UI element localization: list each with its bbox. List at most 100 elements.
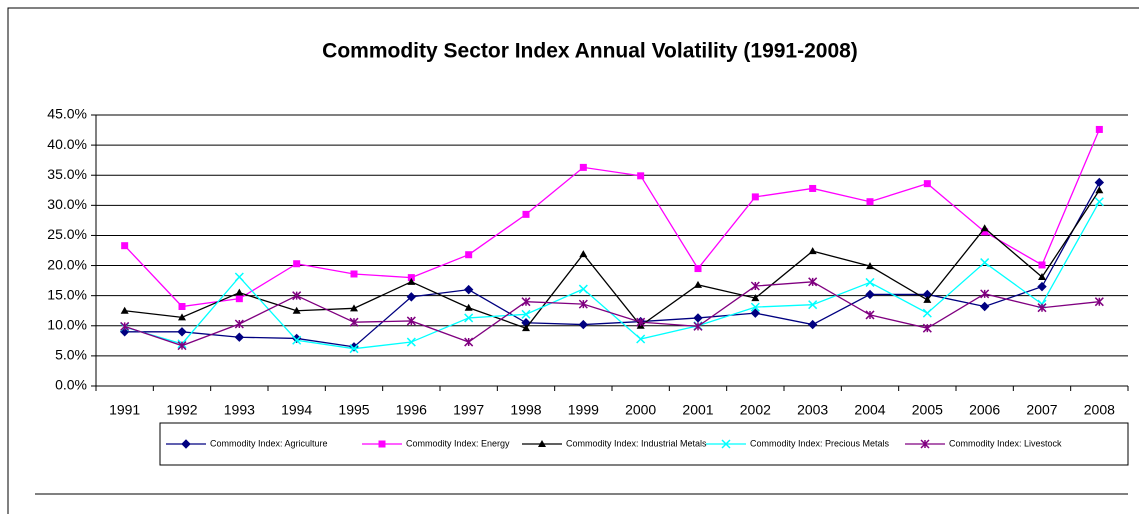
data-point bbox=[235, 295, 243, 303]
x-tick-label: 1992 bbox=[166, 402, 197, 418]
series-line bbox=[124, 201, 1100, 350]
x-tick-label: 1991 bbox=[109, 402, 140, 418]
data-point bbox=[750, 281, 760, 291]
data-point bbox=[693, 321, 703, 331]
y-tick-label: 0.0% bbox=[55, 377, 87, 393]
data-point bbox=[292, 335, 302, 345]
data-point bbox=[407, 274, 415, 282]
legend-label: Commodity Index: Energy bbox=[406, 438, 510, 448]
data-point bbox=[980, 224, 989, 232]
x-tick-label: 2008 bbox=[1084, 402, 1115, 418]
series-line bbox=[124, 189, 1100, 329]
data-point bbox=[1095, 125, 1103, 133]
x-tick-label: 1997 bbox=[453, 402, 484, 418]
data-point bbox=[349, 317, 359, 327]
data-point bbox=[808, 300, 818, 310]
data-point bbox=[121, 242, 129, 250]
data-point bbox=[120, 306, 129, 314]
data-point bbox=[807, 319, 818, 330]
data-point bbox=[1095, 186, 1104, 194]
data-point bbox=[866, 262, 874, 270]
data-point bbox=[521, 297, 531, 307]
y-tick-label: 45.0% bbox=[47, 106, 87, 122]
data-point bbox=[694, 280, 702, 288]
data-point bbox=[234, 319, 244, 329]
x-tick-label: 2000 bbox=[625, 402, 656, 418]
legend-label: Commodity Index: Industrial Metals bbox=[566, 438, 707, 448]
y-tick-label: 15.0% bbox=[47, 286, 87, 302]
data-point bbox=[522, 210, 530, 218]
series-line bbox=[124, 129, 1100, 308]
x-tick-label: 1996 bbox=[396, 402, 427, 418]
x-tick-label: 1998 bbox=[510, 402, 541, 418]
data-point bbox=[1037, 281, 1047, 292]
chart-title: Commodity Sector Index Annual Volatility… bbox=[322, 40, 858, 63]
data-point bbox=[1038, 272, 1046, 280]
data-point bbox=[350, 304, 358, 312]
data-point bbox=[750, 302, 760, 312]
data-point bbox=[579, 163, 587, 171]
data-point bbox=[521, 309, 531, 319]
data-point bbox=[979, 301, 990, 312]
data-point bbox=[865, 277, 875, 287]
x-tick-label: 2007 bbox=[1026, 402, 1057, 418]
data-point bbox=[407, 277, 416, 285]
x-tick-label: 2006 bbox=[969, 402, 1000, 418]
data-point bbox=[808, 277, 818, 287]
data-point bbox=[1094, 197, 1104, 207]
data-point bbox=[751, 294, 760, 302]
data-point bbox=[808, 247, 817, 255]
legend-marker bbox=[721, 439, 731, 449]
chart-border bbox=[7, 7, 1139, 514]
data-point bbox=[1094, 297, 1104, 307]
x-tick-label: 2001 bbox=[682, 402, 713, 418]
y-tick-label: 35.0% bbox=[47, 166, 87, 182]
y-tick-label: 20.0% bbox=[47, 256, 87, 272]
data-point bbox=[522, 324, 530, 332]
data-point bbox=[120, 321, 130, 331]
data-point bbox=[579, 250, 588, 258]
series-line bbox=[124, 281, 1100, 347]
data-point bbox=[235, 288, 244, 296]
legend-marker bbox=[538, 440, 546, 447]
data-point bbox=[1038, 261, 1046, 269]
data-point bbox=[464, 313, 474, 323]
data-point bbox=[465, 251, 473, 259]
data-point bbox=[349, 344, 359, 354]
data-point bbox=[923, 180, 931, 188]
data-point bbox=[464, 303, 473, 311]
data-point bbox=[464, 337, 474, 347]
y-tick-label: 5.0% bbox=[55, 347, 87, 363]
y-tick-label: 30.0% bbox=[47, 196, 87, 212]
x-tick-label: 2005 bbox=[912, 402, 943, 418]
legend-label: Commodity Index: Precious Metals bbox=[750, 438, 890, 448]
data-point bbox=[292, 306, 301, 314]
y-tick-label: 10.0% bbox=[47, 316, 87, 332]
data-point bbox=[350, 270, 358, 278]
data-point bbox=[292, 291, 302, 301]
legend-box bbox=[159, 422, 1129, 466]
data-point bbox=[980, 289, 990, 299]
data-point bbox=[865, 289, 875, 300]
data-point bbox=[177, 341, 187, 351]
data-point bbox=[293, 260, 301, 268]
data-point bbox=[177, 327, 187, 337]
data-point bbox=[637, 172, 645, 180]
data-point bbox=[981, 228, 989, 236]
data-point bbox=[636, 317, 646, 327]
data-point bbox=[866, 198, 874, 206]
data-point bbox=[406, 292, 417, 302]
data-point bbox=[578, 284, 588, 294]
data-point bbox=[578, 319, 589, 330]
data-point bbox=[922, 323, 932, 333]
legend-label: Commodity Index: Agriculture bbox=[210, 438, 328, 448]
data-point bbox=[178, 313, 186, 321]
data-point bbox=[234, 272, 244, 282]
data-point bbox=[694, 265, 702, 273]
data-point bbox=[751, 193, 759, 201]
legend-label: Commodity Index: Livestock bbox=[949, 438, 1062, 448]
data-point bbox=[578, 299, 588, 309]
data-point bbox=[750, 308, 761, 318]
data-point bbox=[865, 310, 875, 320]
data-point bbox=[1037, 303, 1047, 313]
